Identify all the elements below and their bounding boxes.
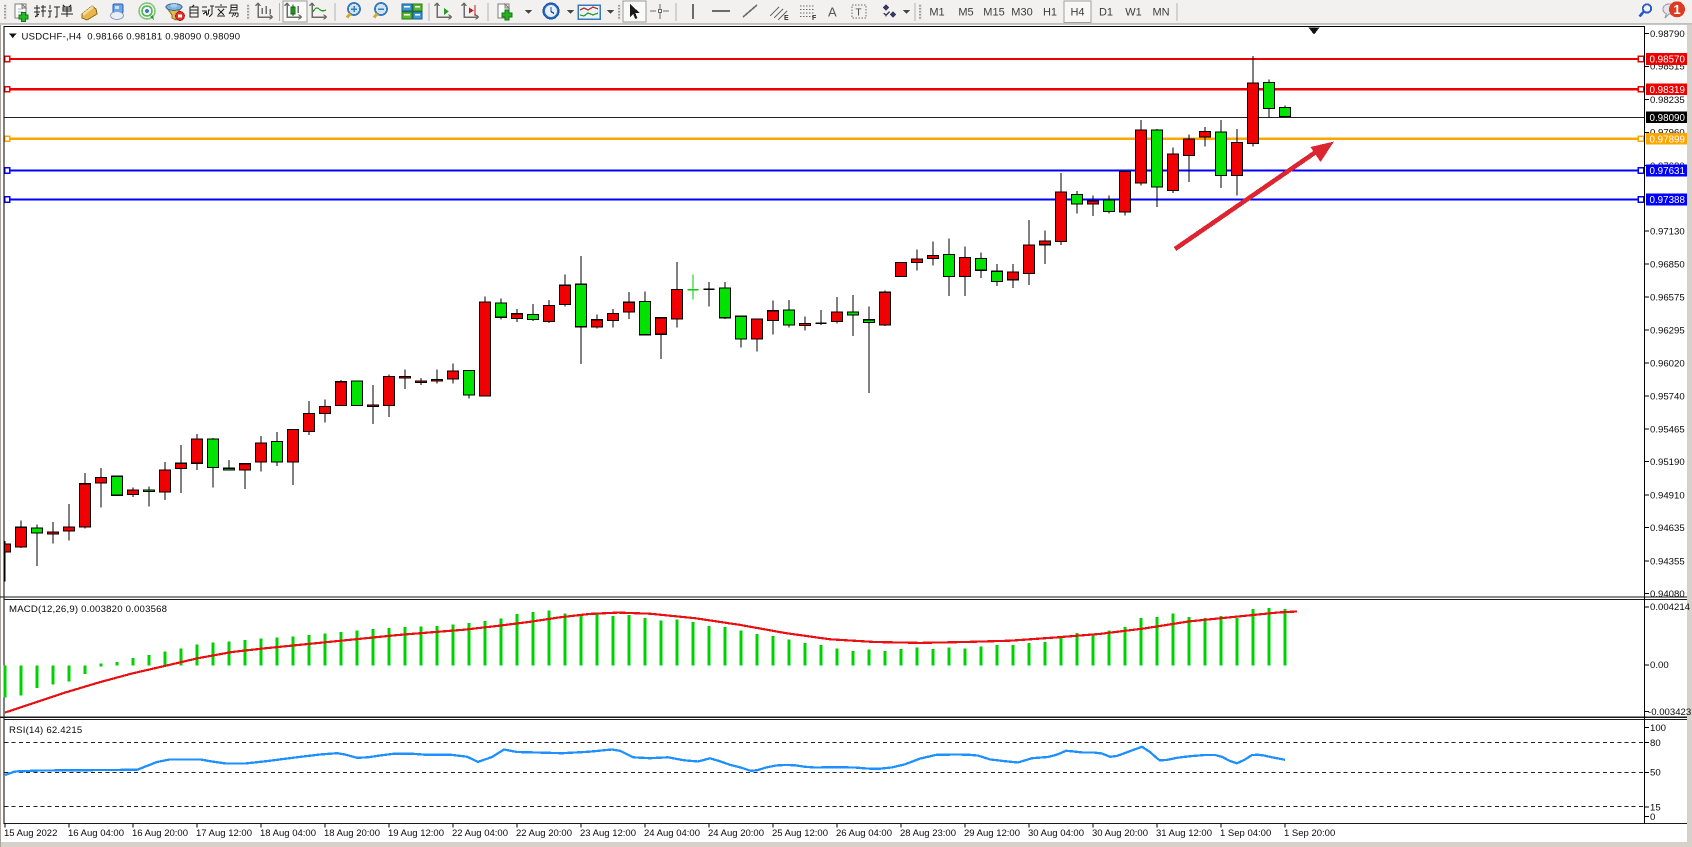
svg-text:17 Aug 12:00: 17 Aug 12:00	[196, 828, 252, 839]
svg-text:30 Aug 20:00: 30 Aug 20:00	[1092, 828, 1148, 839]
svg-text:1: 1	[1673, 2, 1680, 17]
svg-text:T: T	[856, 8, 862, 19]
svg-text:29 Aug 12:00: 29 Aug 12:00	[964, 828, 1020, 839]
svg-text:24 Aug 20:00: 24 Aug 20:00	[708, 828, 764, 839]
svg-text:23 Aug 12:00: 23 Aug 12:00	[580, 828, 636, 839]
svg-text:-0.003423: -0.003423	[1648, 707, 1691, 718]
svg-text:0.98319: 0.98319	[1650, 85, 1685, 96]
svg-text:100: 100	[1650, 723, 1666, 734]
svg-text:0.95465: 0.95465	[1650, 424, 1685, 435]
svg-text:0.97631: 0.97631	[1650, 166, 1685, 177]
svg-text:M1: M1	[929, 7, 944, 19]
svg-text:0.98570: 0.98570	[1650, 55, 1686, 66]
svg-text:50: 50	[1650, 768, 1661, 779]
svg-text:USDCHF-,H4 0.98166 0.98181 0.: USDCHF-,H4 0.98166 0.98181 0.98090 0.980…	[22, 32, 241, 43]
svg-text:0.00: 0.00	[1650, 660, 1669, 671]
svg-text:25 Aug 12:00: 25 Aug 12:00	[772, 828, 828, 839]
svg-text:18 Aug 20:00: 18 Aug 20:00	[324, 828, 380, 839]
svg-text:24 Aug 04:00: 24 Aug 04:00	[644, 828, 700, 839]
svg-text:16 Aug 04:00: 16 Aug 04:00	[68, 828, 124, 839]
svg-text:15: 15	[1650, 802, 1661, 813]
svg-text:0.96575: 0.96575	[1650, 292, 1685, 303]
svg-text:0.95740: 0.95740	[1650, 392, 1685, 403]
svg-text:1 Sep 04:00: 1 Sep 04:00	[1220, 828, 1271, 839]
svg-text:0.98790: 0.98790	[1650, 29, 1685, 40]
svg-text:MACD(12,26,9) 0.003820 0.00356: MACD(12,26,9) 0.003820 0.003568	[9, 604, 167, 615]
svg-text:0.94635: 0.94635	[1650, 523, 1685, 534]
svg-text:D1: D1	[1099, 7, 1113, 19]
svg-text:A: A	[828, 5, 837, 20]
svg-text:MN: MN	[1152, 7, 1169, 19]
svg-text:22 Aug 20:00: 22 Aug 20:00	[516, 828, 572, 839]
svg-text:19 Aug 12:00: 19 Aug 12:00	[388, 828, 444, 839]
svg-text:H1: H1	[1043, 7, 1057, 19]
svg-text:M5: M5	[958, 7, 973, 19]
svg-text:0.95190: 0.95190	[1650, 457, 1685, 468]
svg-text:W1: W1	[1125, 7, 1142, 19]
svg-text:15 Aug 2022: 15 Aug 2022	[4, 828, 57, 839]
svg-text:1 Sep 20:00: 1 Sep 20:00	[1284, 828, 1335, 839]
svg-text:0.98515: 0.98515	[1650, 62, 1685, 73]
svg-text:E: E	[784, 15, 789, 22]
svg-text:80: 80	[1650, 738, 1661, 749]
svg-text:22 Aug 04:00: 22 Aug 04:00	[452, 828, 508, 839]
svg-text:26 Aug 04:00: 26 Aug 04:00	[836, 828, 892, 839]
svg-text:0.94355: 0.94355	[1650, 556, 1685, 567]
svg-text:H4: H4	[1070, 7, 1084, 19]
svg-text:0.97899: 0.97899	[1650, 134, 1685, 145]
svg-text:28 Aug 23:00: 28 Aug 23:00	[900, 828, 956, 839]
svg-text:RSI(14) 62.4215: RSI(14) 62.4215	[9, 725, 82, 736]
svg-text:18 Aug 04:00: 18 Aug 04:00	[260, 828, 316, 839]
svg-text:30 Aug 04:00: 30 Aug 04:00	[1028, 828, 1084, 839]
svg-text:0.98235: 0.98235	[1650, 95, 1685, 106]
svg-text:0.97388: 0.97388	[1650, 195, 1686, 206]
svg-text:M15: M15	[983, 7, 1004, 19]
svg-text:31 Aug 12:00: 31 Aug 12:00	[1156, 828, 1212, 839]
svg-text:0.96850: 0.96850	[1650, 260, 1685, 271]
svg-text:0.004214: 0.004214	[1650, 602, 1691, 613]
svg-text:M30: M30	[1011, 7, 1032, 19]
svg-text:0.98090: 0.98090	[1650, 113, 1686, 124]
svg-text:0.96295: 0.96295	[1650, 326, 1685, 337]
svg-text:16 Aug 20:00: 16 Aug 20:00	[132, 828, 188, 839]
svg-text:F: F	[812, 15, 817, 22]
svg-text:0.94910: 0.94910	[1650, 490, 1685, 501]
svg-text:0.97130: 0.97130	[1650, 226, 1685, 237]
svg-text:0.94080: 0.94080	[1650, 589, 1685, 600]
svg-text:0: 0	[1650, 812, 1655, 823]
svg-text:0.96020: 0.96020	[1650, 358, 1685, 369]
